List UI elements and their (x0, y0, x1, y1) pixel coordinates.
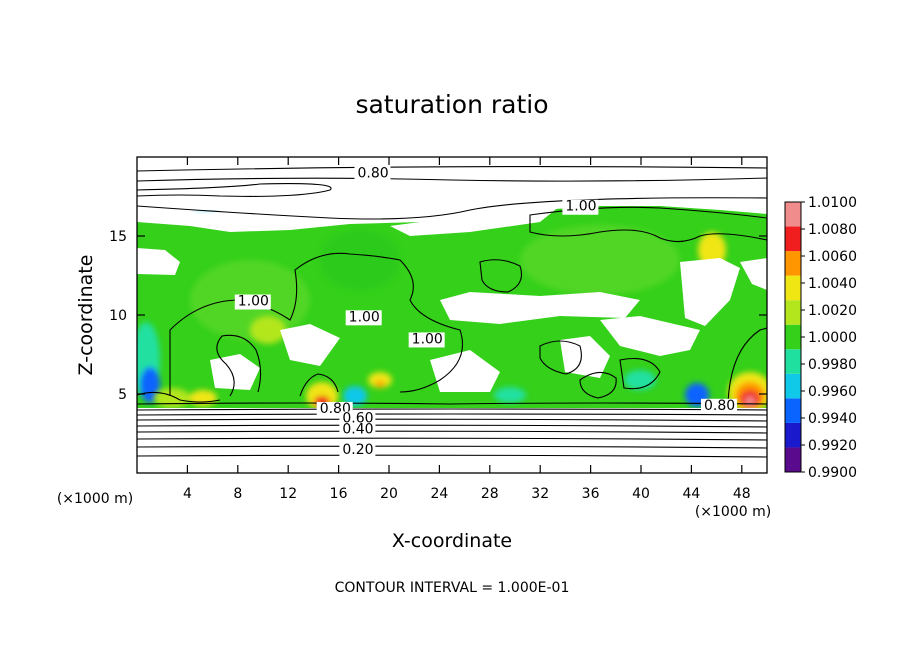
contour-label-bg (234, 294, 271, 310)
x-tick-label: 4 (183, 486, 192, 502)
colorbar-label: 0.9940 (808, 411, 857, 427)
y-axis-label: Z-coordinate (75, 255, 97, 376)
x-tick-label: 36 (582, 486, 600, 502)
y-unit-label: (×1000 m) (57, 491, 133, 507)
colorbar-swatch (785, 398, 801, 423)
contour-label-bg (354, 166, 391, 182)
contour-label: 0.80 (358, 166, 389, 182)
x-axis-ticks: 4 8 12 16 20 24 28 32 36 40 44 48 (183, 157, 751, 502)
x-tick-label: 48 (733, 486, 751, 502)
contour-interval-note: CONTOUR INTERVAL = 1.000E-01 (335, 580, 570, 596)
contour-label: 1.00 (412, 331, 443, 347)
contour-label: 0.40 (342, 422, 373, 438)
y-axis-ticks: 5 10 15 (109, 229, 767, 403)
contour-label: 1.00 (349, 309, 380, 325)
colorbar-label: 1.0020 (808, 303, 857, 319)
x-tick-label: 24 (430, 486, 448, 502)
colorbar-label: 0.9920 (808, 438, 857, 454)
colorbar-label: 1.0100 (808, 195, 857, 211)
contour-lines (137, 165, 767, 458)
x-tick-label: 8 (233, 486, 242, 502)
colorbar-label: 1.0080 (808, 222, 857, 238)
contour-label: 1.00 (565, 199, 596, 215)
contour-labels: 0.801.001.001.001.000.800.600.400.200.80 (234, 166, 737, 459)
colorbar-swatch (785, 226, 801, 252)
colorbar-swatch (785, 447, 801, 472)
contour-label-bg (562, 199, 599, 215)
colorbar-swatch (785, 422, 801, 448)
colorbar-label: 1.0000 (808, 330, 857, 346)
colorbar-label: 1.0040 (808, 276, 857, 292)
y-tick-label: 15 (109, 229, 127, 245)
colorbar-label: 0.9900 (808, 465, 857, 481)
x-tick-label: 40 (632, 486, 650, 502)
contour-label: 1.00 (238, 294, 269, 310)
x-tick-label: 16 (330, 486, 348, 502)
colorbar-swatch (785, 275, 801, 301)
x-tick-label: 20 (380, 486, 398, 502)
contour-label: 0.80 (704, 398, 735, 414)
contour-label: 0.20 (342, 442, 373, 458)
contour-label: 0.60 (342, 410, 373, 426)
x-tick-label: 28 (481, 486, 499, 502)
colorbar-swatch (785, 300, 801, 325)
x-tick-label: 32 (531, 486, 549, 502)
contour-label-bg (339, 443, 376, 459)
colorbar-label: 1.0060 (808, 249, 857, 265)
colorbar-swatch (785, 324, 801, 350)
colorbar-swatch (785, 202, 801, 227)
x-axis-label: X-coordinate (392, 530, 512, 552)
contour-label-bg (701, 398, 737, 414)
y-tick-label: 5 (118, 387, 127, 403)
colorbar-label: 0.9960 (808, 384, 857, 400)
contour-label-bg (408, 332, 445, 348)
colorbar-swatch (785, 349, 801, 374)
colorbar-label: 0.9980 (808, 357, 857, 373)
x-tick-label: 44 (682, 486, 700, 502)
colorbar-swatch (785, 251, 801, 276)
x-unit-label: (×1000 m) (695, 504, 771, 520)
colorbar-swatch (785, 373, 801, 399)
y-tick-label: 10 (109, 308, 127, 324)
chart-title: saturation ratio (355, 90, 548, 119)
contour-label-bg (339, 422, 376, 438)
contour-label-bg (345, 310, 382, 326)
colorbar: 0.9900 0.9920 0.9940 0.9960 0.9980 1.0000 1.00… (784, 195, 857, 481)
x-tick-label: 12 (279, 486, 297, 502)
